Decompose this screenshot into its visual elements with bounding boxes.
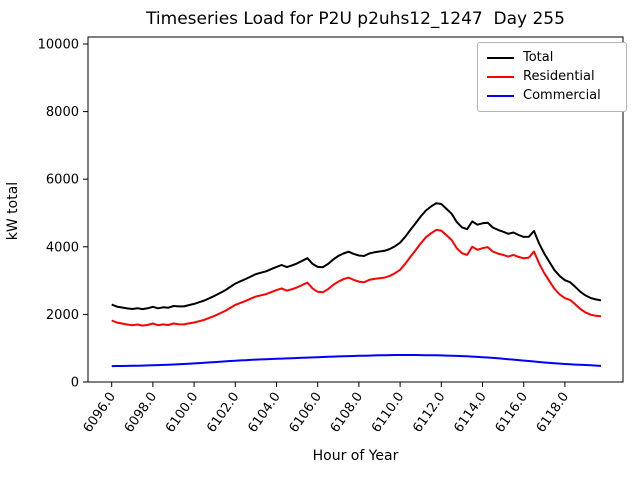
legend-entry-residential: Residential	[487, 69, 617, 85]
x-tick-label: 6110.0	[369, 390, 407, 436]
legend-label-total: Total	[523, 50, 554, 65]
residential-line-swatch	[487, 76, 514, 78]
x-tick-label: 6114.0	[451, 390, 489, 436]
y-tick-label: 4000	[46, 240, 79, 255]
y-tick-label: 2000	[46, 308, 79, 323]
y-tick-label: 6000	[46, 173, 79, 188]
legend: Total Residential Commercial	[477, 42, 627, 112]
x-tick-label: 6102.0	[204, 390, 242, 436]
y-tick-label: 8000	[46, 105, 79, 120]
series-line-commercial	[111, 354, 602, 368]
legend-entry-total: Total	[487, 50, 617, 66]
legend-label-residential: Residential	[523, 69, 595, 84]
x-tick-label: 6100.0	[163, 390, 201, 436]
x-tick-label: 6106.0	[287, 390, 325, 436]
x-tick-label: 6112.0	[410, 390, 448, 436]
x-axis-label: Hour of Year	[312, 448, 399, 464]
y-tick-label: 10000	[38, 37, 79, 52]
series-line-residential	[111, 228, 602, 327]
y-tick-label: 0	[71, 376, 79, 391]
commercial-line-swatch	[487, 95, 514, 97]
legend-entry-commercial: Commercial	[487, 88, 617, 104]
total-line-swatch	[487, 57, 514, 59]
x-tick-label: 6096.0	[81, 390, 119, 436]
x-tick-label: 6104.0	[245, 390, 283, 436]
x-tick-label: 6098.0	[122, 390, 160, 436]
x-tick-label: 6108.0	[328, 390, 366, 436]
x-tick-label: 6118.0	[534, 390, 572, 436]
legend-label-commercial: Commercial	[523, 88, 601, 103]
plot-border	[87, 36, 624, 383]
chart-title: Timeseries Load for P2U p2uhs12_1247 Day…	[146, 9, 565, 29]
x-tick-label: 6116.0	[493, 390, 531, 436]
series-line-total	[111, 202, 602, 311]
